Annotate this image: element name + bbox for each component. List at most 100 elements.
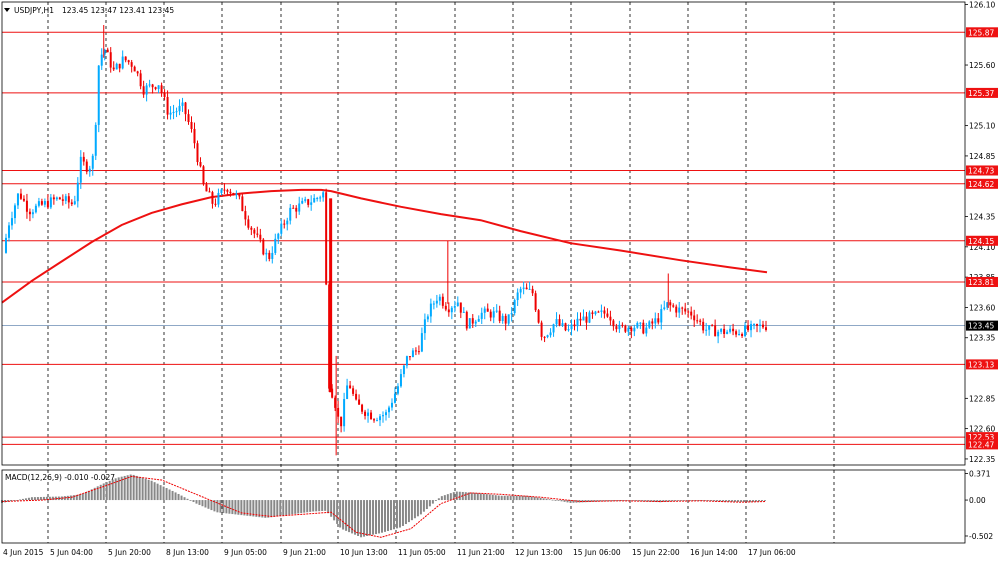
candle-body: [606, 313, 609, 317]
candle-body: [214, 203, 217, 205]
candle-body: [546, 335, 549, 338]
macd-histogram-bar: [108, 480, 111, 501]
candle-body: [322, 192, 325, 198]
macd-histogram-bar: [755, 500, 758, 502]
macd-histogram-bar: [722, 500, 725, 502]
macd-histogram-bar: [467, 492, 470, 501]
macd-histogram-bar: [195, 500, 198, 504]
candle-body: [331, 388, 334, 398]
macd-histogram-bar: [180, 495, 183, 501]
candle-body: [106, 49, 109, 53]
candle-body: [88, 168, 91, 172]
macd-histogram-bar: [288, 500, 291, 515]
macd-histogram-bar: [234, 500, 237, 515]
macd-histogram-bar: [51, 496, 54, 501]
grid-lines: [47, 2, 835, 543]
macd-histogram-bar: [297, 500, 300, 514]
macd-histogram-bar: [650, 500, 653, 502]
macd-histogram-bar: [473, 492, 476, 501]
candle-body: [441, 296, 444, 306]
candle-body: [295, 207, 298, 212]
macd-histogram-bar: [282, 500, 285, 516]
candle-body: [405, 356, 408, 366]
macd-histogram-bar: [243, 500, 246, 516]
x-tick-label: 5 Jun 20:00: [108, 548, 151, 557]
macd-histogram-bar: [491, 494, 494, 501]
candle-body: [58, 197, 61, 200]
chart-title: USDJPY,H1: [14, 6, 54, 15]
macd-histogram-bar: [392, 500, 395, 530]
candle-body: [259, 234, 262, 240]
candle-body: [199, 162, 202, 167]
macd-histogram-bar: [701, 500, 704, 501]
candle-body: [729, 328, 732, 332]
macd-histogram-bar: [147, 479, 150, 501]
ohlc-readout: 123.45 123.47 123.41 123.45: [62, 6, 174, 15]
candle-body: [151, 84, 154, 88]
candle-body: [462, 311, 465, 313]
candle-body: [486, 308, 489, 312]
macd-histogram-bar: [150, 480, 153, 501]
candle-body: [480, 312, 483, 319]
candle-body: [376, 420, 379, 422]
candle-body: [175, 111, 178, 113]
candle-body: [268, 252, 271, 259]
macd-histogram-bar: [57, 496, 60, 501]
x-tick-label: 16 Jun 14:00: [690, 548, 738, 557]
candle-body: [438, 296, 441, 301]
macd-histogram-bar: [306, 500, 309, 513]
macd-panel: [1, 474, 767, 538]
macd-histogram-bar: [87, 490, 90, 501]
y-tick-label: 123.35: [969, 334, 995, 343]
macd-histogram-bar: [135, 475, 138, 501]
candle-body: [91, 155, 94, 169]
macd-histogram-bar: [363, 500, 366, 537]
level-price-tag: [966, 439, 998, 450]
candle-body: [720, 328, 723, 332]
macd-histogram-bar: [725, 500, 728, 502]
macd-histogram-bar: [66, 495, 69, 501]
macd-histogram-bar: [159, 485, 162, 501]
symbol-menu-icon[interactable]: [4, 8, 10, 12]
macd-histogram-bar: [9, 500, 12, 502]
macd-histogram-bar: [665, 500, 668, 502]
candle-body: [447, 309, 450, 313]
candle-body: [163, 92, 166, 97]
candle-body: [633, 327, 636, 332]
candle-body: [609, 316, 612, 321]
macd-histogram-bar: [575, 500, 578, 503]
macd-histogram-bar: [557, 500, 560, 501]
macd-histogram-bar: [321, 500, 324, 512]
candle-body: [166, 96, 169, 115]
macd-histogram-bar: [294, 500, 297, 514]
candle-body: [286, 220, 289, 225]
candle-body: [145, 85, 148, 95]
candle-body: [477, 318, 480, 322]
macd-histogram-bar: [500, 495, 503, 501]
candle-body: [747, 325, 750, 331]
macd-histogram-bar: [596, 500, 599, 502]
candle-body: [220, 189, 223, 193]
y-tick-label: 124.85: [969, 152, 995, 161]
macd-histogram-bar: [375, 500, 378, 535]
macd-histogram-bar: [587, 500, 590, 503]
macd-histogram-bar: [111, 479, 114, 501]
candle-body: [94, 124, 97, 156]
current-price-label: 123.45: [968, 322, 994, 331]
macd-histogram-bar: [21, 498, 24, 501]
macd-histogram-bar: [752, 500, 755, 502]
macd-histogram-bar: [210, 500, 213, 511]
macd-histogram-bar: [39, 496, 42, 501]
macd-histogram-bar: [339, 500, 342, 528]
macd-histogram-bar: [746, 500, 749, 503]
candle-body: [723, 328, 726, 334]
macd-histogram-bar: [524, 495, 527, 501]
candle-body: [573, 324, 576, 327]
candle-body: [576, 318, 579, 327]
macd-histogram-bar: [578, 500, 581, 503]
candle-body: [672, 305, 675, 307]
macd-histogram-bar: [398, 500, 401, 528]
macd-histogram-bar: [488, 494, 491, 501]
level-price-label: 125.87: [968, 28, 994, 37]
macd-histogram-bar: [629, 500, 632, 501]
